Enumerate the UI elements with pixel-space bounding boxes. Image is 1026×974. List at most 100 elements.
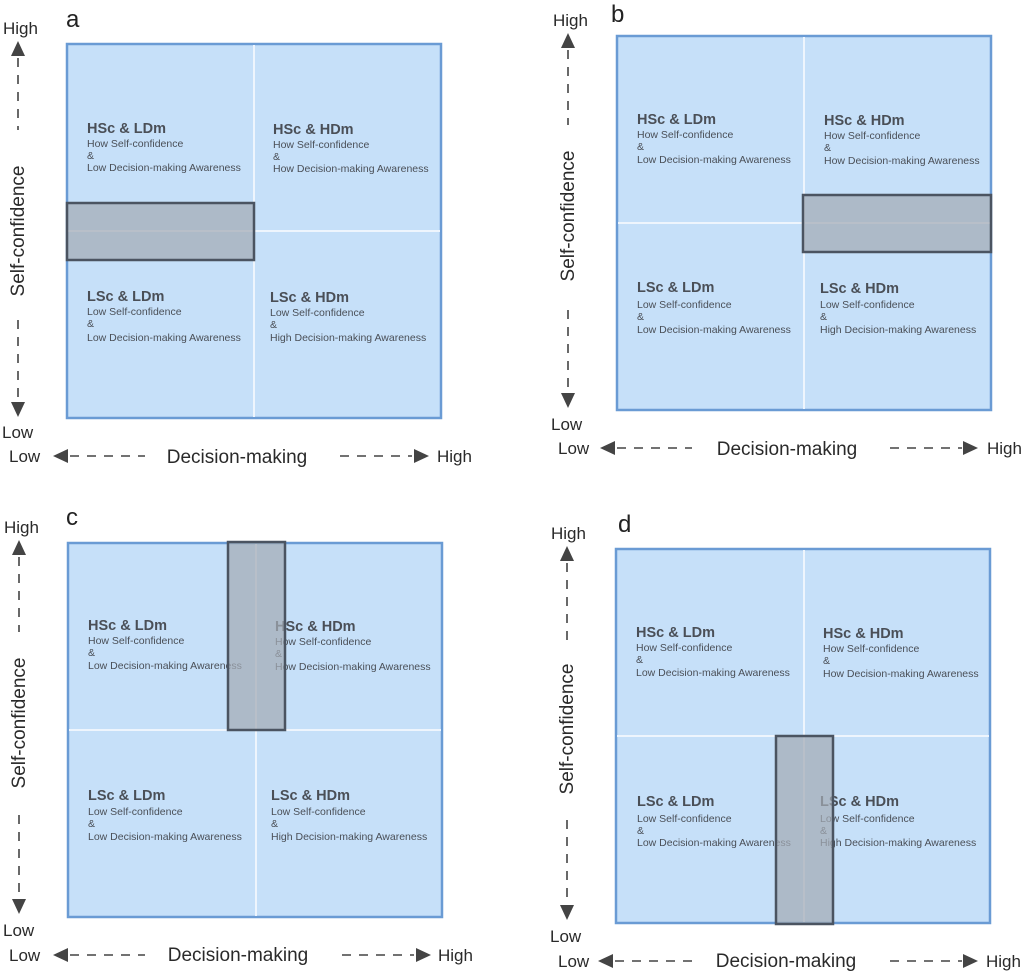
arrow-up-icon [11,41,25,56]
arrow-left-icon [53,948,68,962]
y-axis-title: Self-confidence [8,166,29,297]
quadrant-line2: Low Decision-making Awareness [87,162,241,174]
quadrant-line1: How Self-confidence [824,130,920,142]
y-axis-low-label: Low [550,927,582,946]
arrow-up-icon [560,546,574,561]
panel-letter-a: a [66,6,80,33]
panel-c: c HSc & LDm How Self-confidence & Low De… [3,504,473,966]
arrow-right-icon [963,954,978,968]
x-axis-high-label: High [987,439,1022,458]
x-axis-high-label: High [986,952,1021,971]
quadrant-high-sc-high-dm: HSc & HDm How Self-confidence & How Deci… [273,122,429,175]
quadrant-title: HSc & HDm [824,113,905,129]
quadrant-line2: Low Decision-making Awareness [636,667,790,679]
arrow-down-icon [12,899,26,914]
quadrant-amp: & [820,311,827,323]
quadrant-line2: Low Decision-making Awareness [87,332,241,344]
quadrant-line2: Low Decision-making Awareness [637,324,791,336]
highlight-box [65,201,256,262]
quadrant-high-sc-high-dm: HSc & HDm How Self-confidence & How Deci… [824,113,980,167]
quadrant-line1: How Self-confidence [823,643,919,655]
quadrant-amp: & [87,318,94,330]
quadrant-title: HSc & HDm [273,122,354,138]
y-axis-low-label: Low [2,423,34,442]
quadrant-low-sc-high-dm: LSc & HDm Low Self-confidence & High Dec… [271,788,427,843]
x-axis-title: Decision-making [167,447,307,468]
quadrant-high-sc-low-dm: HSc & LDm How Self-confidence & Low Deci… [87,121,241,174]
quadrant-title: HSc & LDm [637,112,716,128]
quadrant-line1: How Self-confidence [88,635,184,647]
quadrant-line1: Low Self-confidence [271,806,366,818]
quadrant-amp: & [88,647,95,659]
arrow-down-icon [561,393,575,408]
quadrant-line2: How Decision-making Awareness [824,155,980,167]
quadrant-line1: Low Self-confidence [270,307,365,319]
quadrant-low-sc-low-dm: LSc & LDm Low Self-confidence & Low Deci… [637,794,791,849]
arrow-down-icon [560,905,574,920]
quadrant-high-sc-low-dm: HSc & LDm How Self-confidence & Low Deci… [637,112,791,166]
panel-letter-c: c [66,504,78,531]
quadrant-low-sc-high-dm: LSc & HDm Low Self-confidence & High Dec… [270,290,426,344]
panel-letter-b: b [611,1,624,28]
y-axis-title: Self-confidence [558,151,579,282]
y-axis-low-label: Low [3,921,35,940]
panel-d: d HSc & LDm How Self-confidence & Low De… [550,511,1021,972]
quadrant-title: LSc & LDm [87,289,164,305]
quadrant-line2: How Decision-making Awareness [275,661,431,673]
quadrant-low-sc-high-dm: LSc & HDm Low Self-confidence & High Dec… [820,281,976,336]
quadrant-title: LSc & LDm [88,788,165,804]
arrow-right-icon [416,948,431,962]
quadrant-title: LSc & HDm [820,281,899,297]
x-axis-title: Decision-making [716,951,856,972]
quadrant-amp: & [637,311,644,323]
arrow-left-icon [598,954,613,968]
y-axis-high-label: High [553,11,588,30]
quadrant-amp: & [87,150,94,162]
quadrant-line2: Low Decision-making Awareness [637,837,791,849]
arrow-right-icon [414,449,429,463]
quadrant-line1: How Self-confidence [273,139,369,151]
quadrant-line1: Low Self-confidence [637,813,732,825]
y-axis-high-label: High [3,19,38,38]
quadrant-line1: Low Self-confidence [87,306,182,318]
quadrant-line1: Low Self-confidence [88,806,183,818]
quadrant-high-sc-high-dm: HSc & HDm How Self-confidence & How Deci… [275,619,431,673]
highlight-box [801,193,993,254]
quadrant-line2: Low Decision-making Awareness [88,660,242,672]
quadrant-high-sc-low-dm: HSc & LDm How Self-confidence & Low Deci… [88,618,242,672]
quadrant-high-sc-high-dm: HSc & HDm How Self-confidence & How Deci… [823,626,979,680]
x-axis-high-label: High [437,447,472,466]
quadrant-amp: & [823,655,830,667]
arrow-down-icon [11,402,25,417]
quadrant-title: LSc & HDm [271,788,350,804]
quadrant-title: HSc & LDm [87,121,166,137]
y-axis-low-label: Low [551,415,583,434]
y-axis-title: Self-confidence [557,664,578,795]
quadrant-line2: High Decision-making Awareness [820,324,976,336]
quadrant-line2: Low Decision-making Awareness [637,154,791,166]
quadrant-title: HSc & LDm [636,625,715,641]
highlight-box [774,734,835,926]
quadrant-line1: How Self-confidence [87,138,183,150]
quadrant-low-sc-high-dm: LSc & HDm Low Self-confidence & High Dec… [820,794,976,849]
y-axis-high-label: High [4,518,39,537]
quadrant-line2: How Decision-making Awareness [823,668,979,680]
panel-b: b HSc & LDm How Self-confidence & Low De… [551,1,1022,460]
arrow-up-icon [561,33,575,48]
x-axis-title: Decision-making [717,439,857,460]
quadrant-high-sc-low-dm: HSc & LDm How Self-confidence & Low Deci… [636,625,790,679]
quadrant-line2: High Decision-making Awareness [271,831,427,843]
quadrant-amp: & [273,151,280,163]
quadrant-line1: How Self-confidence [275,636,371,648]
quadrant-low-sc-low-dm: LSc & LDm Low Self-confidence & Low Deci… [87,289,241,344]
arrow-left-icon [600,441,615,455]
quadrant-line1: Low Self-confidence [820,299,915,311]
quadrant-line1: How Self-confidence [636,642,732,654]
x-axis-high-label: High [438,946,473,965]
quadrant-low-sc-low-dm: LSc & LDm Low Self-confidence & Low Deci… [88,788,242,843]
quadrant-amp: & [88,818,95,830]
quadrant-amp: & [271,818,278,830]
x-axis-low-label: Low [558,439,590,458]
arrow-left-icon [53,449,68,463]
quadrant-title: HSc & HDm [275,619,356,635]
